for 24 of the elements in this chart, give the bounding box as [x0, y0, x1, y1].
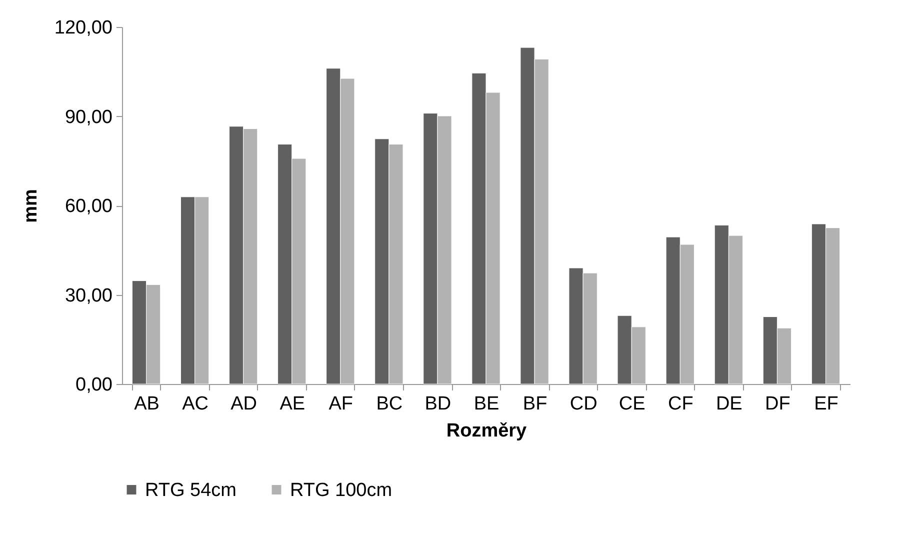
y-tick-label: 0,00 [76, 374, 112, 396]
y-axis-title: mm [20, 189, 42, 223]
x-tick-label: AE [280, 394, 306, 414]
x-tick-label: DE [716, 394, 742, 414]
x-tick-label: AB [134, 394, 160, 414]
y-tick-label: 90,00 [64, 106, 112, 128]
x-tick-label: CF [668, 394, 694, 414]
legend-label: RTG 54cm [145, 480, 237, 501]
x-tick-label: AD [230, 394, 258, 414]
y-tick-label: 60,00 [64, 196, 112, 217]
x-axis-title: Rozměry [446, 420, 528, 442]
x-tick-label: DF [765, 394, 790, 414]
x-tick-label: BD [424, 394, 452, 414]
x-tick-label: EF [814, 394, 838, 414]
x-tick-label: CE [618, 394, 646, 414]
x-tick-label: AC [182, 394, 209, 414]
x-tick-label: CD [570, 394, 598, 414]
x-tick-label: BF [522, 394, 548, 414]
x-tick-label: AF [328, 394, 354, 414]
y-tick-label: 30,00 [64, 285, 112, 306]
legend-label: RTG 100cm [290, 480, 392, 501]
x-tick-label: BE [474, 394, 500, 414]
x-tick-label: BC [376, 394, 403, 414]
y-tick-label: 120,00 [54, 18, 112, 38]
